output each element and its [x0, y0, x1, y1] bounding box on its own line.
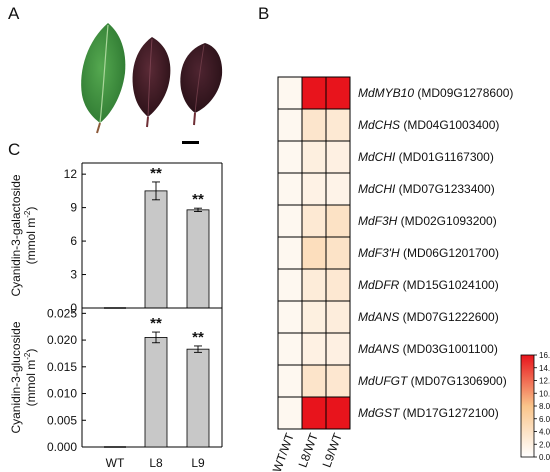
bar-l8	[144, 337, 168, 448]
heatmap-cell	[301, 364, 327, 398]
significance-label: **	[150, 165, 162, 182]
y-tick-label: 0.000	[47, 440, 77, 454]
heatmap-cell	[277, 268, 303, 302]
colorbar-tick-label: 12.0	[539, 377, 550, 386]
chart-cyanidin-galactoside: 0 3 6 9 12 ** ** Cyanidin-3-galactoside (mmol m-…	[9, 162, 223, 315]
heatmap-cell	[325, 76, 351, 110]
heatmap-cell	[325, 172, 351, 206]
heatmap-cell	[325, 204, 351, 238]
gene-label: MdCHI (MD01G1167300)	[358, 150, 494, 164]
heatmap-cell	[325, 236, 351, 270]
x-tick-label: L8	[149, 456, 163, 470]
heatmap-cell	[301, 204, 327, 238]
significance-label: **	[150, 315, 162, 332]
gene-label: MdANS (MD03G1001100)	[358, 342, 498, 356]
y-axis-unit: (mmol m-2)	[23, 349, 38, 407]
heatmap-cell	[277, 300, 303, 334]
heatmap-cell	[301, 268, 327, 302]
column-label: L9/WT	[320, 431, 345, 470]
panel-label-b: B	[258, 4, 270, 23]
y-tick-label: 6	[70, 234, 77, 248]
heatmap-cell	[277, 204, 303, 238]
heatmap-cell	[325, 396, 351, 430]
heatmap-cell	[301, 76, 327, 110]
heatmap-cell	[277, 140, 303, 174]
heatmap-cell	[277, 108, 303, 142]
y-tick-label: 0.015	[47, 360, 77, 374]
panel-label-a: A	[8, 4, 20, 23]
heatmap-cell	[301, 140, 327, 174]
y-tick-label: 0.005	[47, 413, 77, 427]
heatmap-cell	[301, 108, 327, 142]
heatmap-cell	[325, 332, 351, 366]
heatmap-gene-expression: MdMYB10 (MD09G1278600) MdCHS (MD04G100340…	[270, 76, 550, 472]
colorbar-tick-label: 8.0	[539, 402, 550, 411]
gene-label: MdMYB10 (MD09G1278600)	[358, 86, 513, 100]
colorbar-tick-label: 4.0	[539, 428, 550, 437]
bar-l9	[186, 348, 210, 448]
column-label: WT/WT	[270, 431, 297, 472]
leaf-photo	[81, 23, 223, 144]
gene-label: MdF3'H (MD06G1201700)	[358, 246, 499, 260]
gene-label: MdGST (MD17G1272100)	[358, 406, 499, 420]
heatmap-cell	[325, 300, 351, 334]
heatmap-cell	[301, 172, 327, 206]
gene-label: MdCHS (MD04G1003400)	[358, 118, 499, 132]
x-tick-label: L9	[191, 456, 205, 470]
gene-label: MdCHI (MD07G1233400)	[358, 182, 495, 196]
colorbar-tick-label: 14.0	[539, 364, 550, 373]
leaf-line-8	[132, 37, 171, 128]
heatmap-cell	[277, 172, 303, 206]
heatmap-cell	[301, 236, 327, 270]
x-tick-label: WT	[106, 456, 125, 470]
leaf-wild-type	[81, 23, 126, 134]
y-tick-label: 12	[64, 167, 78, 181]
significance-label: **	[192, 329, 204, 346]
heatmap-cell	[301, 332, 327, 366]
heatmap-cell	[325, 108, 351, 142]
chart-cyanidin-glucoside: 0.000 0.005 0.010 0.015 0.020 0.025 WT ** L8 ** L9…	[9, 306, 223, 470]
heatmap-cell	[277, 396, 303, 430]
colorbar-tick-label: 0.0	[539, 453, 550, 462]
gene-label: MdUFGT (MD07G1306900)	[358, 374, 507, 388]
heatmap-cell	[277, 76, 303, 110]
y-tick-label: 0.025	[47, 306, 77, 320]
y-tick-label: 0.010	[47, 387, 77, 401]
y-axis-unit: (mmol m-2)	[23, 207, 38, 265]
heatmap-cell	[301, 396, 327, 430]
colorbar	[520, 354, 535, 458]
y-axis-title: Cyanidin-3-glucoside	[9, 321, 23, 433]
significance-label: **	[192, 191, 204, 208]
heatmap-cell	[325, 140, 351, 174]
gene-label: MdANS (MD07G1222600)	[358, 310, 499, 324]
heatmap-cell	[277, 236, 303, 270]
y-tick-label: 0	[70, 301, 77, 315]
bar-l9	[186, 209, 210, 309]
leaf-line-9	[180, 43, 223, 126]
bar-l8	[144, 190, 168, 309]
colorbar-tick-label: 10.0	[539, 389, 550, 398]
heatmap-cell	[325, 364, 351, 398]
colorbar-tick-label: 6.0	[539, 415, 550, 424]
colorbar-tick-label: 16.0	[539, 351, 550, 360]
heatmap-cell	[277, 332, 303, 366]
panel-label-c: C	[8, 140, 21, 159]
gene-label: MdF3H (MD02G1093200)	[358, 214, 497, 228]
heatmap-cell	[301, 300, 327, 334]
y-tick-label: 0.020	[47, 333, 77, 347]
heatmap-cell	[277, 364, 303, 398]
colorbar-tick-label: 2.0	[539, 440, 550, 449]
column-label: L8/WT	[296, 431, 321, 470]
gene-label: MdDFR (MD15G1024100)	[358, 278, 499, 292]
y-axis-title: Cyanidin-3-galactoside	[9, 174, 23, 296]
y-tick-label: 3	[70, 268, 77, 282]
y-tick-label: 9	[70, 201, 77, 215]
heatmap-cell	[325, 268, 351, 302]
scale-bar	[182, 141, 199, 144]
